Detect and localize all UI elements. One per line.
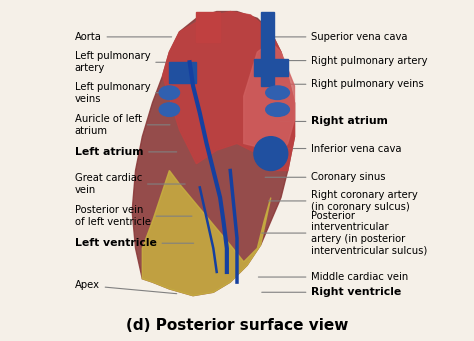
Text: Right pulmonary artery: Right pulmonary artery xyxy=(277,56,428,65)
Polygon shape xyxy=(244,42,294,153)
Text: Right ventricle: Right ventricle xyxy=(262,287,401,297)
Text: Aorta: Aorta xyxy=(74,32,172,42)
Text: Auricle of left
atrium: Auricle of left atrium xyxy=(74,114,170,136)
Text: Right coronary artery
(in coronary sulcus): Right coronary artery (in coronary sulcu… xyxy=(269,190,418,212)
Text: Left ventricle: Left ventricle xyxy=(74,238,194,248)
Text: Coronary sinus: Coronary sinus xyxy=(265,172,386,182)
Text: (d) Posterior surface view: (d) Posterior surface view xyxy=(126,318,348,333)
Text: Great cardiac
vein: Great cardiac vein xyxy=(74,173,185,195)
Text: Right atrium: Right atrium xyxy=(280,117,388,127)
Polygon shape xyxy=(261,12,274,86)
Ellipse shape xyxy=(266,86,290,100)
Polygon shape xyxy=(163,12,294,170)
Ellipse shape xyxy=(159,103,180,116)
Text: Posterior
interventricular
artery (in posterior
interventricular sulcus): Posterior interventricular artery (in po… xyxy=(262,211,428,255)
Ellipse shape xyxy=(266,103,290,116)
Text: Superior vena cava: Superior vena cava xyxy=(272,32,408,42)
Text: Posterior vein
of left ventricle: Posterior vein of left ventricle xyxy=(74,205,192,227)
Text: Right pulmonary veins: Right pulmonary veins xyxy=(275,79,424,89)
Text: Apex: Apex xyxy=(74,281,177,294)
Polygon shape xyxy=(132,12,294,296)
Polygon shape xyxy=(142,170,271,296)
Text: Inferior vena cava: Inferior vena cava xyxy=(277,144,402,153)
Polygon shape xyxy=(169,62,196,83)
Polygon shape xyxy=(254,59,288,76)
Circle shape xyxy=(254,137,288,170)
Ellipse shape xyxy=(159,86,180,100)
Text: Left atrium: Left atrium xyxy=(74,147,177,157)
Text: Middle cardiac vein: Middle cardiac vein xyxy=(258,272,409,282)
Text: Left pulmonary
veins: Left pulmonary veins xyxy=(74,82,165,104)
Polygon shape xyxy=(196,12,220,42)
Text: Left pulmonary
artery: Left pulmonary artery xyxy=(74,51,170,73)
